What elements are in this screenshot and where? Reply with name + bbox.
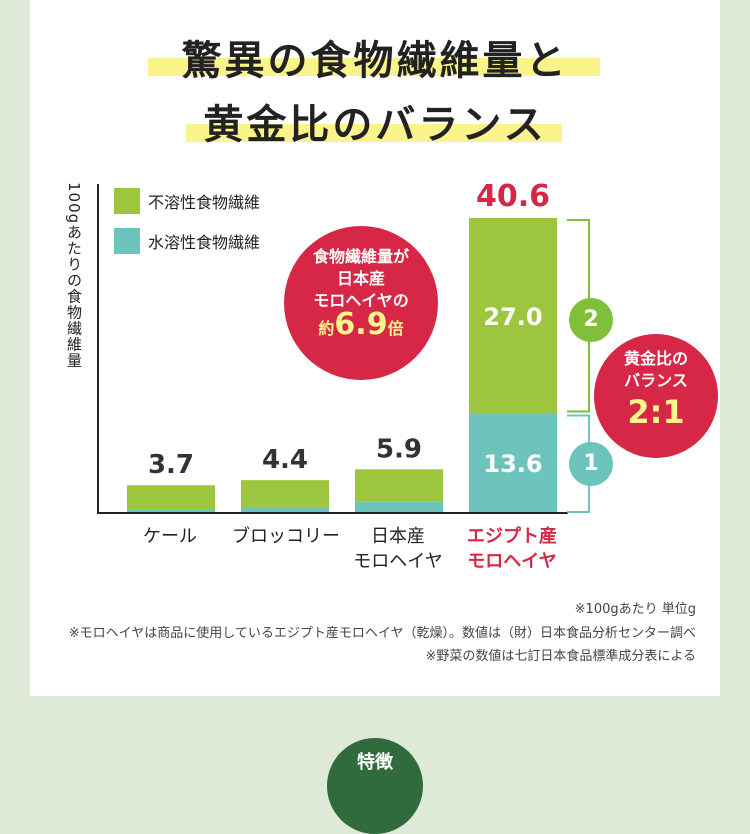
note-source: ※モロヘイヤは商品に使用しているエジプト産モロヘイヤ（乾燥）。数値は（財）日本食… [68, 626, 696, 641]
legend-insoluble: 不溶性食物繊維 [114, 188, 260, 214]
bar-total-label-1: 4.4 [262, 445, 308, 475]
legend-soluble: 水溶性食物繊維 [114, 228, 260, 254]
callout-bubble: 食物繊維量が 日本産 モロヘイヤの 約6.9倍 [284, 226, 438, 380]
bar-insoluble-3 [469, 218, 557, 414]
ratio-badge-value: 2:1 [627, 393, 685, 431]
category-label-kale: ケール [143, 526, 197, 547]
legend-insoluble-label: 不溶性食物繊維 [148, 193, 261, 212]
bar-insoluble-1 [241, 480, 329, 507]
note-unit: ※100gあたり 単位g [574, 602, 696, 617]
callout-line2: 日本産 [336, 269, 385, 288]
bar-total-label-0: 3.7 [148, 450, 194, 480]
bracket-circle-upper: 2 [569, 298, 613, 342]
bracket-label-lower: 1 [583, 451, 599, 476]
title-highlight-1 [148, 58, 600, 76]
page-title-line2: 黄金比のバランス [203, 101, 547, 148]
bar-soluble-3 [469, 413, 557, 512]
y-axis-label-box: 100gあたりの食物繊維量 [64, 182, 90, 442]
callout-suffix: 倍 [387, 319, 404, 338]
bracket-circle-lower: 1 [569, 442, 613, 486]
bar-total-label-2: 5.9 [376, 434, 422, 464]
note-vegetables: ※野菜の数値は七訂日本食品標準成分表による [425, 649, 696, 664]
ratio-badge: 黄金比の バランス 2:1 [594, 334, 718, 458]
y-axis-label: 100gあたりの食物繊維量 [65, 182, 83, 369]
bar-insoluble-2 [355, 469, 443, 502]
bar-insoluble-0 [127, 485, 215, 510]
segment-label-soluble: 13.6 [483, 450, 542, 478]
feature-badge: 特徴 [327, 738, 423, 834]
bar-chart: 3.7 4.4 5.9 40.6 27.0 13.6 [97, 179, 590, 514]
category-label-japan-moroheiya: 日本産 モロヘイヤ [353, 526, 443, 572]
page-title-line1: 驚異の食物繊維量と [181, 37, 569, 84]
callout-line1: 食物繊維量が [312, 247, 409, 266]
bar-soluble-1 [241, 506, 329, 512]
legend-soluble-swatch [114, 228, 140, 254]
feature-label: 特徴 [357, 752, 393, 773]
segment-label-insoluble: 27.0 [483, 303, 542, 331]
legend-soluble-label: 水溶性食物繊維 [148, 233, 261, 252]
bar-total-label-3: 40.6 [476, 179, 550, 214]
category-label-broccoli: ブロッコリー [232, 526, 340, 547]
bracket-label-upper: 2 [583, 307, 599, 332]
title-highlight-2 [186, 124, 562, 142]
callout-prefix: 約 [318, 319, 335, 338]
category-label-egypt-moroheiya: エジプト産 モロヘイヤ [467, 526, 557, 572]
bar-soluble-2 [355, 501, 443, 512]
legend-insoluble-swatch [114, 188, 140, 214]
bar-soluble-0 [127, 509, 215, 512]
callout-line3: モロヘイヤの [313, 291, 409, 310]
ratio-badge-line2: バランス [624, 371, 688, 390]
ratio-badge-line1: 黄金比の [623, 349, 688, 368]
callout-value: 6.9 [334, 307, 388, 342]
